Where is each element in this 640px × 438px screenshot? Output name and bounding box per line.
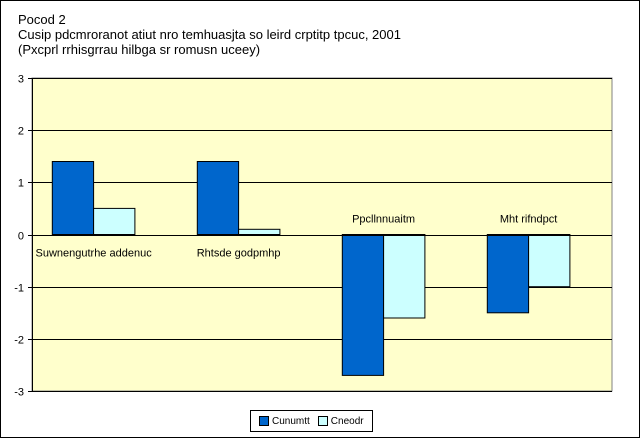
category-label: Suwnengutrhe addenuc — [35, 248, 152, 260]
legend-swatch-series-1 — [259, 416, 269, 426]
bar-2-3 — [383, 234, 426, 319]
y-tick-label: -1 — [14, 283, 24, 295]
legend-swatch-series-2 — [317, 416, 328, 426]
bar-1-4 — [486, 234, 530, 314]
y-tick-label: 3 — [18, 74, 24, 86]
bar-1-2 — [196, 161, 240, 235]
legend: Cunumtt Cneodr — [250, 410, 373, 432]
chart-title-line-3: (Pxcprl rrhisgrrau hilbga sr romusn ucee… — [18, 42, 261, 57]
bars — [51, 161, 571, 376]
bar-1-3 — [341, 234, 385, 376]
chart-titles: Pocod 2 Cusip pdcmroranot atiut nro temh… — [18, 12, 401, 57]
category-label: Ppcllnnuaitm — [352, 214, 415, 226]
legend-item-series-1: Cunumtt — [259, 416, 310, 427]
y-tick-label: 2 — [18, 126, 24, 138]
category-labels: Suwnengutrhe addenuc Rhtsde godpmhp Ppclln… — [35, 214, 557, 260]
bar-2-4 — [528, 234, 571, 288]
y-tick-label: -2 — [14, 335, 24, 347]
y-tick-labels: 3 2 1 0 -1 -2 -3 — [14, 74, 32, 399]
category-label: Rhtsde godpmhp — [197, 248, 281, 260]
legend-label-series-1: Cunumtt — [272, 415, 310, 427]
y-tick-label: 1 — [18, 178, 24, 190]
legend-label-series-2: Cneodr — [330, 415, 364, 427]
bar-2-2 — [238, 228, 281, 236]
legend-item-series-2: Cneodr — [317, 415, 364, 427]
chart-title-line-1: Pocod 2 — [18, 12, 66, 27]
y-tick-label: 0 — [18, 231, 24, 243]
y-tick-label: -3 — [14, 387, 24, 399]
category-label: Mht rifndpct — [500, 214, 557, 226]
bar-2-1 — [93, 207, 136, 235]
chart-title-line-2: Cusip pdcmroranot atiut nro temhuasjta s… — [18, 27, 401, 42]
bar-1-1 — [51, 161, 95, 235]
